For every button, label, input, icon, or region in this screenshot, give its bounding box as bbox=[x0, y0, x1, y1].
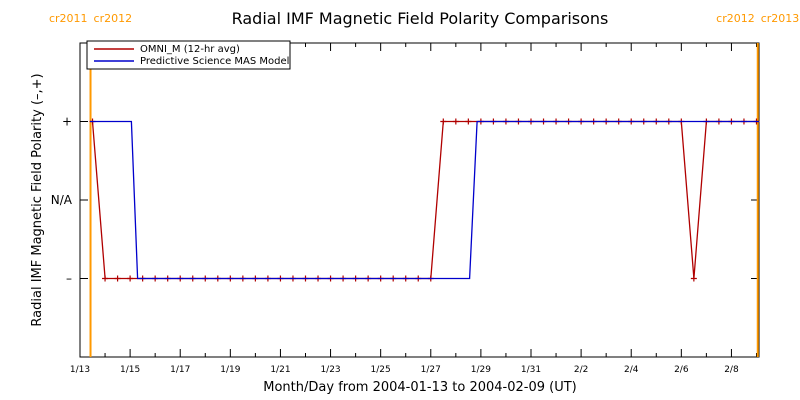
legend-box bbox=[86, 40, 291, 70]
x-axis-label: Month/Day from 2004-01-13 to 2004-02-09 … bbox=[263, 380, 576, 395]
omni-data-point bbox=[440, 118, 447, 125]
axis-ticks: 1/13 1/15 1/17 1/19 1/21 1/23 1/25 1/27 1/29 1/31… bbox=[51, 43, 759, 375]
y-tick-label: + bbox=[62, 115, 72, 129]
carrington-label-right: cr2012 bbox=[94, 12, 133, 25]
legend: OMNI_M (12-hr avg) Predictive Science MA… bbox=[86, 40, 291, 70]
x-tick-label: 2/2 bbox=[574, 365, 588, 375]
x-tick-label: 1/13 bbox=[70, 365, 90, 375]
legend-label-omni: OMNI_M (12-hr avg) bbox=[140, 44, 240, 55]
omni-data-point bbox=[114, 275, 121, 282]
omni-data-point bbox=[465, 118, 472, 125]
x-tick-label: 1/15 bbox=[120, 365, 140, 375]
y-axis-label: Radial IMF Magnetic Field Polarity (–,+) bbox=[30, 73, 45, 326]
carrington-label-left: cr2011 bbox=[49, 12, 88, 25]
carrington-label-left: cr2012 bbox=[716, 12, 755, 25]
x-tick-label: 2/8 bbox=[724, 365, 739, 375]
omni-data-point bbox=[690, 275, 697, 282]
chart-title: Radial IMF Magnetic Field Polarity Compa… bbox=[232, 9, 609, 28]
plot-frame bbox=[79, 42, 760, 358]
omni-data-point bbox=[452, 118, 459, 125]
y-tick-label: – bbox=[66, 272, 72, 286]
x-tick-label: 1/21 bbox=[270, 365, 290, 375]
carrington-rotation-markers: cr2011 cr2012 cr2012 cr2013 bbox=[49, 12, 799, 357]
omni-series-line bbox=[91, 120, 757, 280]
y-tick-label: N/A bbox=[51, 193, 73, 207]
x-tick-label: 1/27 bbox=[421, 365, 441, 375]
x-tick-label: 2/4 bbox=[624, 365, 639, 375]
x-tick-label: 1/29 bbox=[471, 365, 491, 375]
x-tick-label: 2/6 bbox=[674, 365, 689, 375]
carrington-label-right: cr2013 bbox=[761, 12, 800, 25]
x-tick-label: 1/23 bbox=[320, 365, 340, 375]
data-series bbox=[89, 118, 760, 282]
x-tick-label: 1/17 bbox=[170, 365, 190, 375]
omni-data-point bbox=[127, 275, 134, 282]
x-tick-label: 1/31 bbox=[521, 365, 541, 375]
omni-data-point bbox=[102, 275, 109, 282]
x-tick-label: 1/19 bbox=[220, 365, 240, 375]
legend-label-mas: Predictive Science MAS Model bbox=[140, 56, 289, 67]
mas-model-series-line bbox=[90, 120, 759, 280]
x-tick-label: 1/25 bbox=[371, 365, 391, 375]
